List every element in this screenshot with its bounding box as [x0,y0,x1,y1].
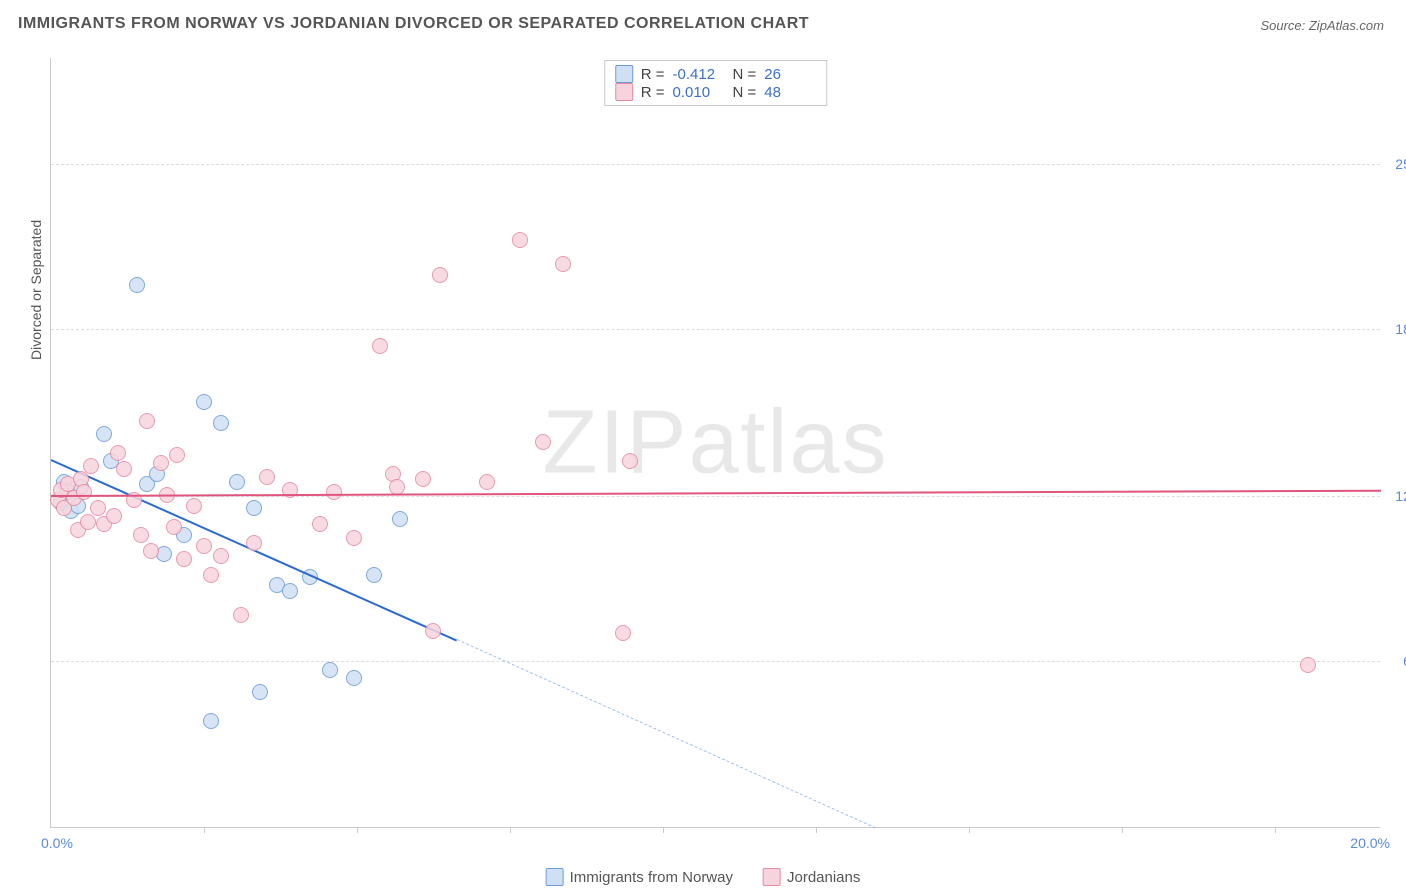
stats-row-jordanian: R = 0.010 N = 48 [615,83,817,101]
y-tick-label: 18.8% [1395,321,1406,337]
x-axis-max-label: 20.0% [1350,835,1390,851]
legend-item-jordanian: Jordanians [763,868,860,886]
data-point-norway [229,474,245,490]
stats-R-label: R = [641,66,665,83]
legend-swatch-jordanian [763,868,781,886]
chart-title: IMMIGRANTS FROM NORWAY VS JORDANIAN DIVO… [18,15,809,33]
x-tick [816,827,817,833]
data-point-jordanian [196,538,212,554]
data-point-jordanian [169,447,185,463]
data-point-jordanian [615,625,631,641]
data-point-jordanian [203,567,219,583]
y-tick-label: 12.5% [1395,488,1406,504]
source-name: ZipAtlas.com [1309,18,1384,33]
x-tick [1122,827,1123,833]
gridline [51,329,1380,330]
data-point-jordanian [233,607,249,623]
data-point-jordanian [213,548,229,564]
x-tick [357,827,358,833]
legend-item-norway: Immigrants from Norway [546,868,733,886]
data-point-jordanian [90,500,106,516]
data-point-jordanian [1300,657,1316,673]
data-point-jordanian [555,256,571,272]
swatch-jordanian [615,83,633,101]
data-point-norway [282,583,298,599]
stats-legend-box: R = -0.412 N = 26 R = 0.010 N = 48 [604,60,828,106]
x-tick [969,827,970,833]
data-point-jordanian [106,508,122,524]
stats-R-value-jordanian: 0.010 [673,84,725,101]
data-point-jordanian [346,530,362,546]
data-point-jordanian [76,484,92,500]
legend-label-jordanian: Jordanians [787,869,860,886]
data-point-jordanian [312,516,328,532]
data-point-jordanian [83,458,99,474]
data-point-jordanian [326,484,342,500]
data-point-jordanian [432,267,448,283]
watermark-text: ZIPatlas [542,392,888,492]
stats-row-norway: R = -0.412 N = 26 [615,65,817,83]
stats-R-label: R = [641,84,665,101]
plot-area: ZIPatlas R = -0.412 N = 26 R = 0.010 N =… [50,58,1380,828]
gridline [51,164,1380,165]
data-point-jordanian [143,543,159,559]
data-point-jordanian [186,498,202,514]
data-point-jordanian [535,434,551,450]
data-point-jordanian [133,527,149,543]
data-point-norway [96,426,112,442]
data-point-norway [346,670,362,686]
data-point-jordanian [512,232,528,248]
data-point-norway [246,500,262,516]
data-point-jordanian [80,514,96,530]
x-tick [1275,827,1276,833]
x-axis-origin-label: 0.0% [41,835,73,851]
x-tick [663,827,664,833]
legend-label-norway: Immigrants from Norway [570,869,733,886]
data-point-jordanian [139,413,155,429]
stats-N-value-jordanian: 48 [764,84,816,101]
source-prefix: Source: [1260,18,1308,33]
legend-swatch-norway [546,868,564,886]
data-point-jordanian [153,455,169,471]
data-point-jordanian [116,461,132,477]
stats-N-value-norway: 26 [764,66,816,83]
y-tick-label: 25.0% [1395,156,1406,172]
data-point-jordanian [425,623,441,639]
bottom-legend: Immigrants from Norway Jordanians [546,868,861,886]
data-point-jordanian [176,551,192,567]
data-point-jordanian [259,469,275,485]
stats-R-value-norway: -0.412 [673,66,725,83]
data-point-jordanian [622,453,638,469]
data-point-jordanian [166,519,182,535]
data-point-jordanian [415,471,431,487]
data-point-jordanian [110,445,126,461]
gridline [51,496,1380,497]
trendline-norway-extrapolated [456,640,875,829]
watermark: ZIPatlas [542,391,888,494]
gridline [51,661,1380,662]
data-point-norway [322,662,338,678]
stats-N-label: N = [733,84,757,101]
data-point-norway [252,684,268,700]
swatch-norway [615,65,633,83]
source-attribution: Source: ZipAtlas.com [1260,18,1384,33]
data-point-norway [196,394,212,410]
data-point-norway [129,277,145,293]
stats-N-label: N = [733,66,757,83]
data-point-norway [203,713,219,729]
data-point-jordanian [246,535,262,551]
data-point-norway [366,567,382,583]
data-point-jordanian [479,474,495,490]
data-point-jordanian [372,338,388,354]
y-axis-title: Divorced or Separated [28,220,44,360]
x-tick [204,827,205,833]
data-point-norway [213,415,229,431]
data-point-norway [392,511,408,527]
x-tick [510,827,511,833]
